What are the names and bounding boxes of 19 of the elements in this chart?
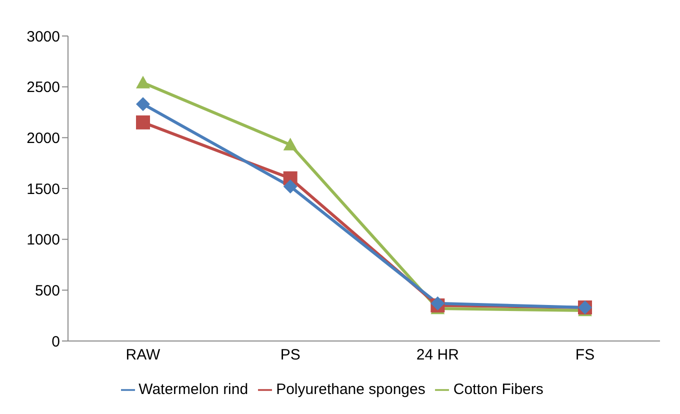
y-tick-label: 1500	[26, 180, 60, 198]
point	[136, 115, 150, 130]
point	[136, 97, 150, 112]
x-tick-label: RAW	[126, 346, 162, 364]
y-tick-label: 2500	[26, 79, 60, 96]
y-tick-label: 2000	[26, 130, 60, 147]
y-tick-label: 500	[34, 282, 60, 300]
legend-label: Cotton Fibers	[453, 381, 544, 398]
y-tick-label: 3000	[26, 28, 60, 46]
point	[136, 76, 150, 88]
x-tick-label: 24 HR	[416, 346, 460, 364]
legend-label: Watermelon rind	[138, 381, 248, 398]
y-tick-label: 1000	[26, 232, 60, 249]
point	[283, 179, 298, 194]
x-tick-label: FS	[575, 346, 595, 364]
x-tick-label: PS	[280, 346, 300, 364]
y-tick-label: 0	[52, 333, 60, 350]
legend-label: Polyurethane sponges	[276, 381, 426, 398]
point	[283, 138, 298, 150]
